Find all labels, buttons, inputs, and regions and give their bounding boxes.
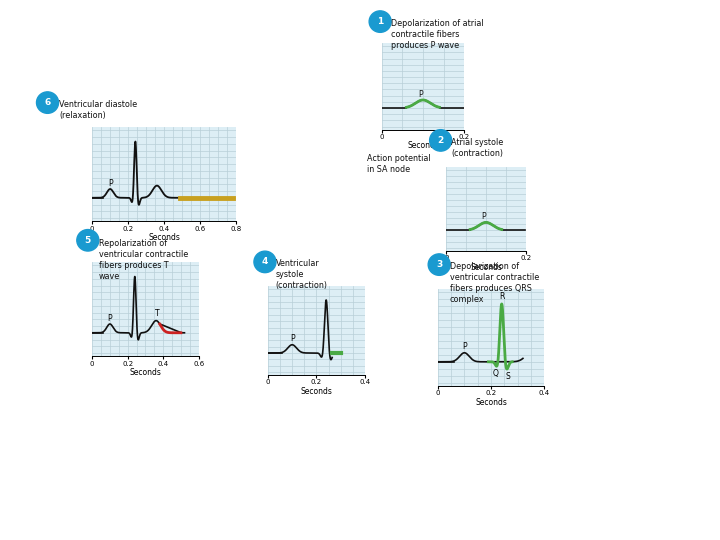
Text: 1: 1 (377, 17, 383, 26)
Text: P: P (107, 314, 112, 322)
Circle shape (428, 254, 450, 275)
Text: 3: 3 (436, 260, 442, 269)
X-axis label: Seconds: Seconds (470, 262, 502, 272)
Text: T: T (155, 309, 159, 318)
Text: P: P (290, 334, 294, 343)
Text: Action potential
in SA node: Action potential in SA node (367, 154, 431, 174)
Text: 4: 4 (262, 258, 268, 266)
Text: P: P (418, 90, 423, 99)
Text: Atrial systole
(contraction): Atrial systole (contraction) (451, 138, 504, 158)
Circle shape (77, 230, 99, 251)
Text: Q: Q (493, 369, 499, 378)
Text: 2: 2 (438, 136, 444, 145)
Text: P: P (108, 179, 112, 188)
Text: Ventricular
systole
(contraction): Ventricular systole (contraction) (276, 259, 328, 291)
Text: Repolarization of
ventricular contractile
fibers produces T
wave: Repolarization of ventricular contractil… (99, 239, 188, 281)
X-axis label: Seconds: Seconds (148, 233, 180, 242)
Circle shape (430, 130, 451, 151)
Circle shape (254, 251, 276, 273)
Circle shape (369, 11, 391, 32)
X-axis label: Seconds: Seconds (475, 397, 507, 407)
Text: R: R (499, 292, 505, 301)
Text: Depolarization of atrial
contractile fibers
produces P wave: Depolarization of atrial contractile fib… (391, 19, 484, 50)
Text: Ventricular diastole
(relaxation): Ventricular diastole (relaxation) (59, 100, 138, 120)
X-axis label: Seconds: Seconds (407, 141, 439, 150)
X-axis label: Seconds: Seconds (130, 368, 161, 377)
Text: P: P (462, 342, 467, 352)
Text: 5: 5 (85, 236, 91, 245)
Circle shape (37, 92, 58, 113)
Text: S: S (505, 372, 510, 381)
Text: P: P (482, 212, 486, 221)
X-axis label: Seconds: Seconds (300, 387, 333, 396)
Text: Depolarization of
ventricular contractile
fibers produces QRS
complex: Depolarization of ventricular contractil… (450, 262, 539, 304)
Text: 6: 6 (45, 98, 50, 107)
